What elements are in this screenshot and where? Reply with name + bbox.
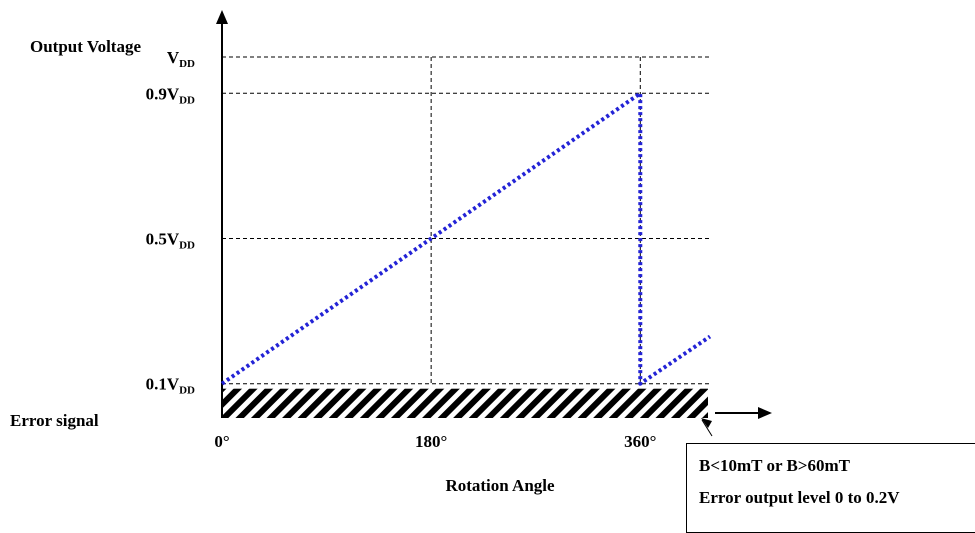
axes bbox=[216, 10, 772, 419]
series-line bbox=[220, 91, 712, 386]
pointer-line bbox=[701, 419, 713, 437]
error-band bbox=[222, 388, 708, 418]
x-tick-labels: 0° 180° 360° bbox=[214, 432, 656, 451]
error-callout-box: B<10mT or B>60mT Error output level 0 to… bbox=[686, 443, 975, 533]
y-axis-title: Output Voltage bbox=[30, 37, 141, 56]
chart: Output Voltage Rotation Angle Error sign… bbox=[10, 10, 772, 495]
x-axis-arrow bbox=[758, 407, 772, 419]
callout-line-1: B<10mT or B>60mT bbox=[699, 456, 850, 475]
x-tick-label-0: 0° bbox=[214, 432, 229, 451]
y-tick-label-1: 0.9VDD bbox=[146, 84, 195, 106]
grid-lines bbox=[222, 56, 710, 385]
x-tick-label-1: 180° bbox=[415, 432, 447, 451]
error-signal-label: Error signal bbox=[10, 411, 99, 430]
x-axis-title: Rotation Angle bbox=[445, 476, 555, 495]
x-tick-label-2: 360° bbox=[624, 432, 656, 451]
series-0-line bbox=[220, 91, 712, 386]
y-tick-label-3: 0.1VDD bbox=[146, 375, 195, 397]
callout-pointer bbox=[701, 418, 713, 437]
callout-line-2: Error output level 0 to 0.2V bbox=[699, 488, 900, 507]
y-tick-label-2: 0.5VDD bbox=[146, 230, 195, 252]
error-band-hatch bbox=[222, 388, 708, 418]
pointer-arrowhead bbox=[701, 418, 712, 428]
y-tick-labels: VDD 0.9VDD 0.5VDD 0.1VDD bbox=[146, 48, 195, 397]
y-axis-arrow bbox=[216, 10, 228, 24]
y-tick-label-0: VDD bbox=[167, 48, 195, 70]
